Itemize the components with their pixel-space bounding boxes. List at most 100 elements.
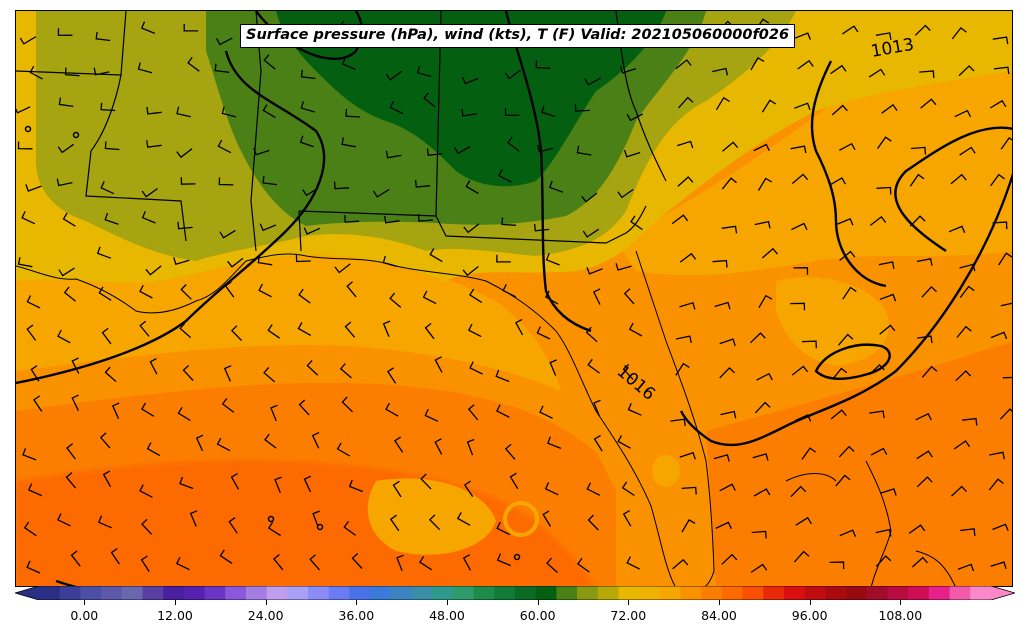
wind-barb	[429, 248, 443, 263]
wind-barb	[721, 225, 738, 234]
wind-barb	[176, 148, 193, 159]
wind-barb	[915, 412, 932, 421]
wind-barb	[253, 147, 270, 156]
wind-barb	[426, 148, 443, 157]
wind-barb	[916, 450, 933, 460]
wind-barb	[876, 136, 892, 149]
wind-barb	[956, 325, 972, 338]
wind-barb	[341, 137, 357, 148]
wind-barb	[958, 65, 975, 77]
wind-barb	[544, 482, 559, 496]
wind-barb	[351, 553, 363, 569]
colorbar-swatch	[390, 586, 413, 600]
wind-barb	[496, 553, 511, 567]
wind-barb	[348, 479, 363, 493]
wind-barb	[1002, 376, 1012, 379]
wind-barb	[546, 557, 558, 573]
colorbar-swatch	[121, 586, 144, 600]
wind-barb	[221, 398, 235, 413]
wind-barb	[962, 417, 978, 426]
wind-barb	[795, 516, 812, 526]
wind-barb	[626, 113, 644, 122]
wind-barb	[954, 109, 972, 118]
colorbar-tick-mark	[719, 600, 720, 605]
wind-barb	[880, 488, 897, 496]
wind-barb	[141, 402, 155, 417]
wind-barb	[17, 257, 33, 268]
colorbar-tick-label: 108.00	[878, 608, 923, 623]
wind-barb	[921, 285, 937, 298]
wind-barb	[183, 23, 199, 32]
wind-barb	[536, 326, 551, 340]
wind-barb	[270, 404, 278, 422]
wind-barb	[917, 335, 933, 344]
wind-barb	[835, 474, 851, 487]
colorbar-swatch	[763, 586, 785, 600]
wind-barb	[713, 454, 730, 462]
wind-barb	[909, 215, 926, 227]
wind-barb	[344, 321, 356, 338]
wind-barb	[721, 553, 738, 565]
wind-barb	[910, 146, 927, 155]
colorbar-tick-label: 36.00	[338, 608, 375, 623]
wind-barb	[509, 472, 519, 490]
wind-barb	[582, 228, 600, 238]
wind-barb	[879, 293, 897, 302]
wind-barb	[545, 253, 560, 266]
wind-barb	[145, 265, 162, 276]
wind-barb	[501, 217, 517, 226]
wind-barb	[110, 548, 120, 565]
wind-barb	[953, 440, 971, 450]
wind-barb	[592, 288, 601, 305]
wind-barb	[712, 67, 729, 76]
wind-barb	[794, 414, 812, 422]
wind-barb	[57, 513, 71, 527]
wind-barb	[720, 410, 737, 419]
wind-barb	[99, 432, 111, 449]
wind-barb	[757, 177, 773, 191]
colorbar-tick-label: 72.00	[610, 608, 647, 623]
wind-barb	[547, 436, 562, 450]
wind-barb	[681, 486, 697, 495]
wind-barb	[467, 323, 482, 338]
wind-barb	[507, 136, 520, 152]
wind-barb	[295, 254, 311, 263]
wind-barb	[100, 181, 115, 195]
wind-barb	[679, 301, 696, 310]
wind-barb	[298, 288, 311, 304]
wind-barb	[622, 363, 634, 380]
wind-barb	[829, 561, 845, 570]
colorbar-swatch	[59, 586, 81, 600]
wind-barb	[504, 108, 520, 117]
wind-barb	[957, 563, 975, 572]
colorbar-swatch	[204, 586, 226, 600]
wind-barb	[992, 36, 1009, 45]
wind-barb	[263, 54, 276, 70]
wind-barb	[671, 214, 689, 225]
wind-barb	[29, 65, 43, 80]
wind-barb	[959, 285, 975, 298]
wind-barb	[216, 37, 233, 46]
colorbar-swatch	[825, 586, 847, 600]
wind-barb	[392, 480, 402, 498]
colorbar-tick-mark	[447, 600, 448, 605]
wind-barb	[801, 340, 817, 349]
wind-barb	[467, 404, 479, 421]
wind-barb	[993, 66, 1010, 75]
island-rings	[24, 125, 521, 561]
wind-barb	[837, 218, 854, 226]
colorbar-swatch	[266, 586, 288, 600]
wind-barb	[626, 556, 640, 570]
colorbar	[15, 586, 1015, 600]
colorbar-swatch	[370, 586, 392, 600]
wind-barb	[876, 186, 892, 195]
wind-barb	[434, 438, 443, 455]
wind-barb	[221, 106, 237, 118]
wind-barb	[756, 372, 773, 381]
wind-barb	[677, 140, 694, 149]
wind-barb	[992, 523, 1009, 532]
wind-barb	[879, 324, 896, 335]
wind-barb	[675, 335, 692, 344]
gulf-cool-patch	[367, 478, 496, 555]
colorbar-swatch	[163, 586, 185, 600]
